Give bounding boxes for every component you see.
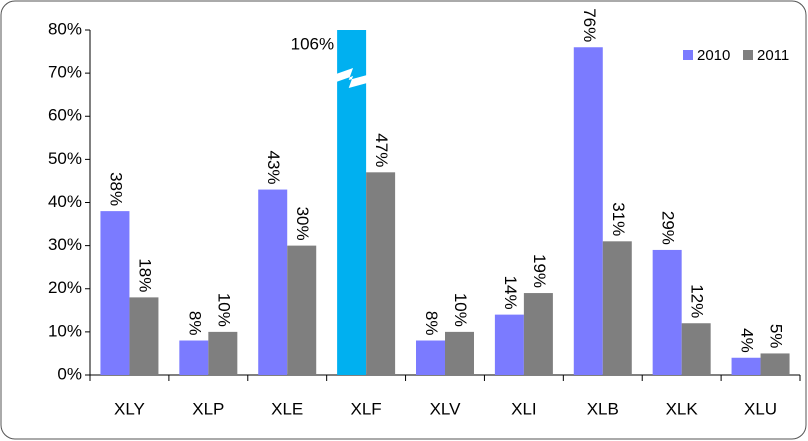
y-tick-label: 50% (48, 149, 82, 168)
data-label: 18% (135, 258, 154, 292)
data-label: 31% (609, 202, 628, 236)
bar (287, 245, 317, 375)
data-label: 10% (214, 293, 233, 327)
y-tick-label: 30% (48, 235, 82, 254)
data-label: 106% (291, 34, 334, 53)
bar (366, 172, 396, 375)
bar (602, 241, 632, 375)
data-label: 5% (767, 324, 786, 349)
bar (129, 297, 159, 375)
bar (681, 323, 711, 375)
x-tick-label: XLY (114, 399, 145, 418)
x-tick-label: XLK (666, 399, 699, 418)
x-tick-label: XLU (744, 399, 777, 418)
data-label: 38% (106, 172, 125, 206)
bar (573, 47, 603, 375)
legend-swatch (683, 50, 693, 60)
bar (258, 189, 288, 375)
data-label: 8% (422, 311, 441, 336)
bar (100, 211, 130, 375)
legend-swatch (743, 50, 753, 60)
x-tick-label: XLB (587, 399, 619, 418)
y-tick-label: 20% (48, 278, 82, 297)
bar (523, 293, 553, 375)
plot-area: 0% 10% 20% 30% 40% 50% 60% 70% 80% XLY 38% 18% XLP 8%… (48, 8, 801, 418)
bar (445, 331, 474, 375)
bar (416, 340, 445, 375)
bar (652, 249, 682, 375)
y-tick-label: 70% (48, 63, 82, 82)
data-label: 47% (372, 133, 391, 167)
data-label: 76% (580, 8, 599, 42)
y-tick-label: 0% (57, 364, 82, 383)
bar (494, 314, 524, 375)
data-label: 19% (530, 254, 549, 288)
y-tick-label: 80% (48, 19, 82, 38)
legend-label: 2011 (757, 47, 789, 64)
y-tick-label: 40% (48, 192, 82, 211)
x-tick-label: XLP (192, 399, 224, 418)
data-label: 8% (185, 311, 204, 336)
data-label: 14% (501, 276, 520, 310)
bar (760, 353, 790, 375)
data-label: 10% (451, 293, 470, 327)
bar (731, 357, 761, 375)
x-tick-label: XLV (430, 399, 462, 418)
y-tick-label: 60% (48, 106, 82, 125)
axis-break (336, 68, 368, 88)
data-label: 43% (264, 151, 283, 185)
y-tick-label: 10% (48, 321, 82, 340)
bar (208, 331, 238, 375)
data-label: 30% (293, 207, 312, 241)
bar (337, 30, 367, 375)
data-label: 12% (688, 284, 707, 318)
x-tick-label: XLI (511, 399, 537, 418)
bar (179, 340, 209, 375)
x-tick-label: XLE (271, 399, 303, 418)
data-label: 4% (738, 328, 757, 353)
x-tick-label: XLF (351, 399, 382, 418)
data-label: 29% (659, 211, 678, 245)
legend-label: 2010 (697, 47, 730, 64)
